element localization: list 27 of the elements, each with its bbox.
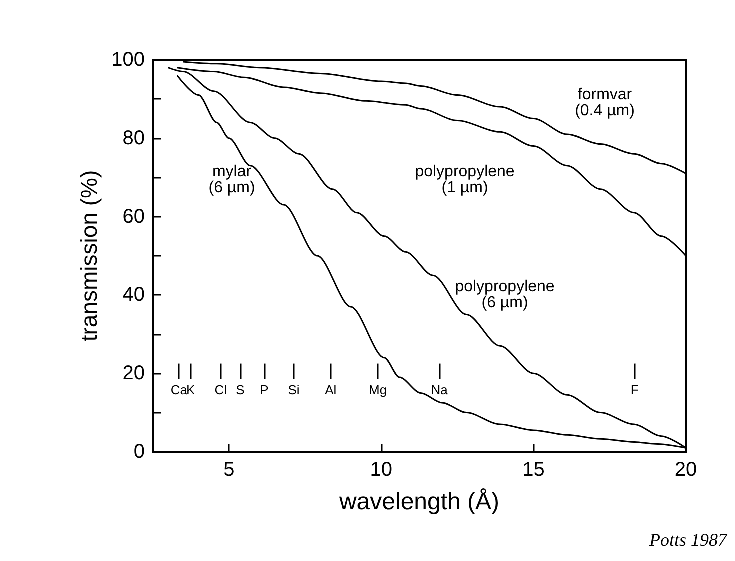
y-tick-label: 20 (122, 362, 145, 385)
ref-line-label: Ca (170, 382, 188, 398)
y-tick-label: 0 (134, 441, 145, 463)
ref-line-label: Na (431, 382, 449, 398)
x-tick-label: 20 (674, 459, 698, 481)
ref-line-label: Cl (214, 382, 228, 398)
ref-line-label: Si (288, 382, 300, 398)
y-axis-title: transmission (%) (76, 170, 102, 342)
x-tick-label: 15 (522, 459, 545, 481)
y-tick-label: 100 (112, 49, 145, 71)
text: Potts 1987 (648, 530, 728, 550)
y-tick-label: 40 (122, 284, 145, 306)
x-tick-label: 5 (224, 459, 235, 481)
ref-line-label: Al (325, 382, 337, 398)
series-label: polypropylene (1 µm) (415, 164, 515, 196)
ref-line-label: F (630, 382, 639, 398)
ref-line-label: K (186, 382, 196, 398)
ref-line-label: S (236, 382, 246, 398)
ref-line-label: Mg (369, 382, 388, 398)
y-tick-label: 60 (122, 206, 145, 228)
y-tick-label: 80 (122, 127, 145, 150)
ref-line-label: P (260, 382, 269, 398)
series-label: polypropylene (6 µm) (455, 278, 555, 312)
series-label: mylar (6 µm) (208, 164, 256, 196)
x-tick-label: 10 (370, 459, 393, 481)
series-label: formvar (0.4 µm) (575, 86, 635, 120)
x-axis-title: wavelength (Å) (338, 488, 500, 516)
